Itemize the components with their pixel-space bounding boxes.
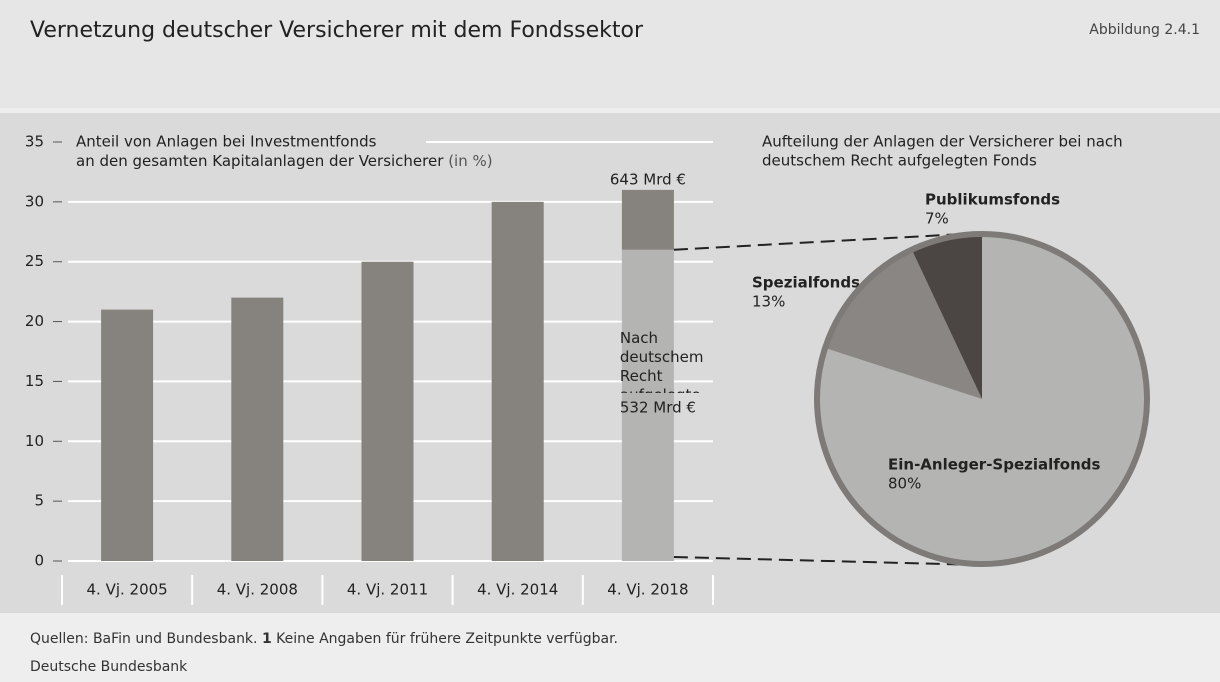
footer: Quellen: BaFin und Bundesbank. 1 Keine A… (30, 625, 618, 681)
annotation: 643 Mrd € (610, 171, 686, 189)
source: Quellen: BaFin und Bundesbank. (30, 631, 258, 647)
slice-value: 80% (888, 475, 921, 493)
bar (491, 201, 544, 561)
y-tick-label: 30 (25, 192, 44, 210)
axis-unit: (in %) (448, 152, 492, 170)
bar (621, 249, 674, 561)
y-tick-label: 5 (34, 492, 44, 510)
pie-ring (814, 231, 1150, 567)
axis-title-line: an den gesamten Kapitalanlagen der Versi… (76, 152, 444, 170)
axis-title: an den gesamten Kapitalanlagen der Versi… (76, 152, 493, 170)
footnote-text: Keine Angaben für frühere Zeitpunkte ver… (276, 631, 618, 647)
y-tick-label: 0 (34, 552, 44, 570)
bar (621, 189, 674, 250)
header: Vernetzung deutscher Versicherer mit dem… (0, 0, 1220, 108)
bar (361, 261, 414, 561)
x-tick-label: 4. Vj. 2018 (607, 581, 688, 599)
slice-value: 13% (752, 293, 785, 311)
slice-label: Spezialfonds (752, 274, 860, 292)
slice-value: 7% (925, 210, 949, 228)
x-tick-label: 4. Vj. 2014 (477, 581, 558, 599)
series-label: Nach deutschem Recht aufgelegte Fonds1) (620, 329, 740, 393)
pie-slice (826, 251, 982, 399)
bar (231, 297, 284, 561)
x-tick-label: 4. Vj. 2008 (217, 581, 298, 599)
bar (101, 309, 154, 561)
y-tick-label: 10 (25, 432, 44, 450)
x-tick-label: 4. Vj. 2005 (86, 581, 167, 599)
credit: Deutsche Bundesbank (30, 659, 188, 675)
pie-title: Aufteilung der Anlagen der Versicherer b… (762, 133, 1123, 151)
x-tick-label: 4. Vj. 2011 (347, 581, 428, 599)
source-line: Quellen: BaFin und Bundesbank. 1 Keine A… (30, 625, 618, 653)
axis-title: Anteil von Anlagen bei Investmentfonds (76, 133, 377, 151)
slice-label: Ein-Anleger-Spezialfonds (888, 456, 1101, 474)
footnote-number: 1 (261, 631, 272, 647)
y-tick-label: 20 (25, 312, 44, 330)
y-tick-label: 35 (25, 133, 44, 151)
pie-slice (912, 236, 982, 399)
y-tick-label: 15 (25, 372, 44, 390)
title: Vernetzung deutscher Versicherer mit dem… (30, 18, 644, 43)
y-tick-label: 25 (25, 252, 44, 270)
figure-label: Abbildung 2.4.1 (1089, 22, 1200, 38)
pie-slice (818, 236, 1145, 562)
connector (673, 232, 983, 251)
axis-title-bg (66, 130, 426, 172)
annotation: 532 Mrd € (620, 399, 696, 417)
series-label-text: Nach deutschem Recht aufgelegte Fonds1) (620, 329, 740, 393)
series-name: Nach deutschem Recht aufgelegte Fonds (619, 329, 704, 393)
chart: 0 5 10 15 20 25 30 35 Anteil von Anlagen bei Inv… (0, 113, 1220, 613)
connector (673, 556, 983, 566)
pie-title: deutschem Recht aufgelegten Fonds (762, 152, 1037, 170)
slice-label: Publikumsfonds (925, 191, 1060, 209)
